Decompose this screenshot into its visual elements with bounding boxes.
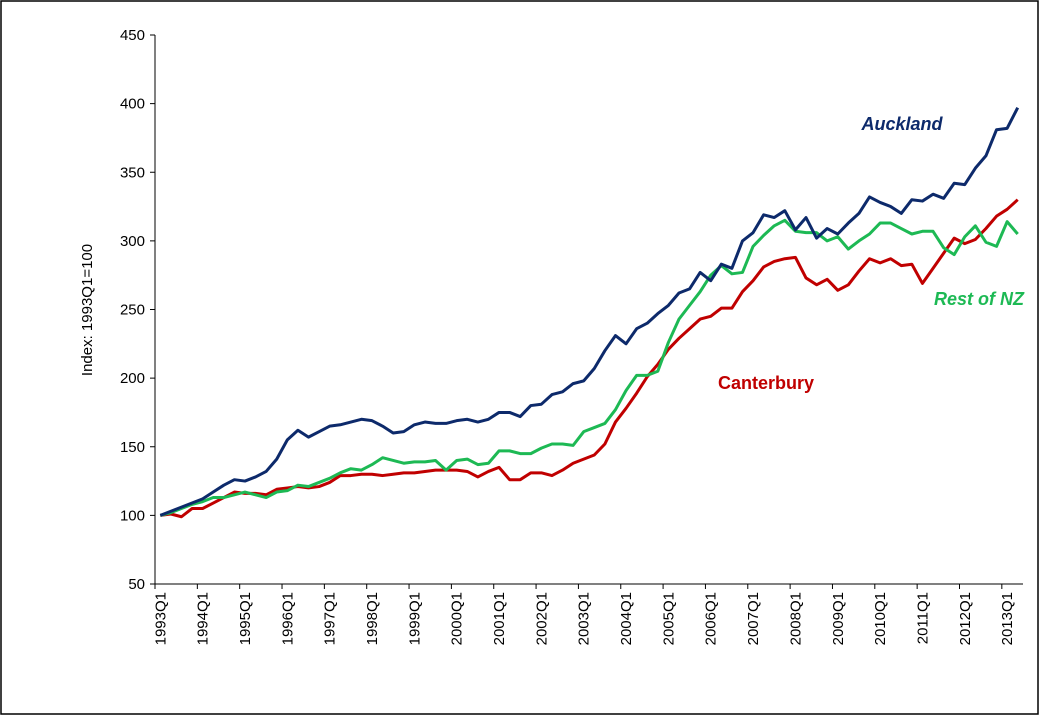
x-tick-label: 2001Q1 <box>491 592 508 645</box>
series-line <box>160 198 1019 519</box>
series-label: Rest of NZ <box>934 289 1025 309</box>
x-tick-label: 2012Q1 <box>957 592 974 645</box>
y-tick-label: 300 <box>120 233 145 250</box>
series-line <box>159 107 1020 517</box>
x-tick-label: 1999Q1 <box>406 592 423 645</box>
y-tick-label: 450 <box>120 27 145 44</box>
x-tick-label: 1994Q1 <box>195 592 212 645</box>
x-tick-label: 2007Q1 <box>745 592 762 645</box>
y-axis-label: Index: 1993Q1=100 <box>79 244 96 376</box>
x-tick-label: 2004Q1 <box>618 592 635 645</box>
x-tick-label: 2003Q1 <box>576 592 593 645</box>
x-tick-label: 2000Q1 <box>449 592 466 645</box>
x-tick-label: 1998Q1 <box>364 592 381 645</box>
y-tick-label: 350 <box>120 164 145 181</box>
x-tick-label: 1995Q1 <box>237 592 254 645</box>
x-tick-label: 1997Q1 <box>322 592 339 645</box>
x-tick-label: 2002Q1 <box>533 592 550 645</box>
x-tick-label: 2008Q1 <box>787 592 804 645</box>
x-tick-label: 2013Q1 <box>999 592 1016 645</box>
x-tick-label: 2005Q1 <box>660 592 677 645</box>
y-tick-label: 200 <box>120 370 145 387</box>
series-label: Canterbury <box>718 373 814 393</box>
x-tick-label: 2010Q1 <box>872 592 889 645</box>
y-tick-label: 250 <box>120 302 145 319</box>
y-tick-label: 150 <box>120 439 145 456</box>
y-tick-label: 100 <box>120 507 145 524</box>
x-tick-label: 2011Q1 <box>914 592 931 644</box>
y-tick-label: 400 <box>120 96 145 113</box>
series-label: Auckland <box>860 114 943 134</box>
series-line <box>159 218 1019 517</box>
x-tick-label: 2009Q1 <box>830 592 847 645</box>
x-tick-label: 1993Q1 <box>152 592 169 645</box>
y-tick-label: 50 <box>128 576 145 593</box>
x-tick-label: 1996Q1 <box>279 592 296 645</box>
x-tick-label: 2006Q1 <box>703 592 720 645</box>
